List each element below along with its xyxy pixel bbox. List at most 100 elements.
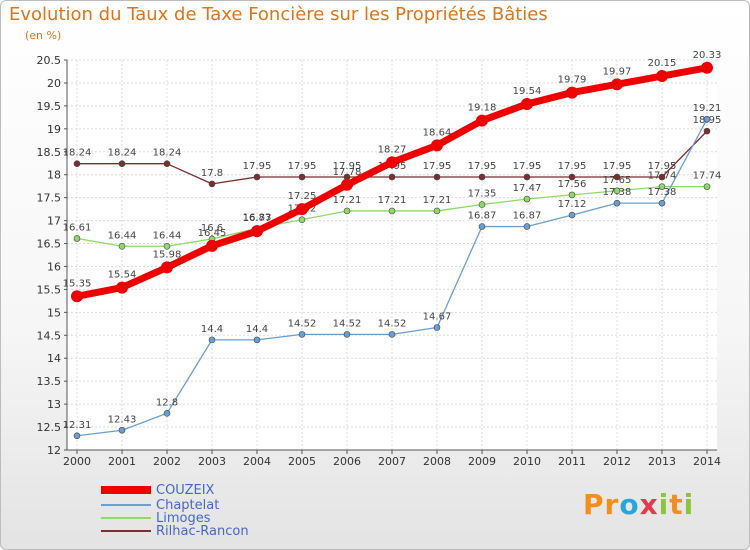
data-point-limoges xyxy=(73,235,81,242)
data-label-chaptelat: 14.4 xyxy=(201,324,223,335)
data-point-chaptelat xyxy=(613,199,621,207)
data-label-rilhac-rancon: 17.95 xyxy=(648,161,677,172)
data-point-couzeix xyxy=(206,239,218,252)
x-tick-label: 2004 xyxy=(243,455,271,468)
data-label-chaptelat: 16.87 xyxy=(513,211,542,222)
data-point-rilhac-rancon xyxy=(73,160,81,167)
data-label-rilhac-rancon: 18.24 xyxy=(153,148,182,159)
y-tick-label: 17.5 xyxy=(37,192,62,205)
x-tick-label: 2010 xyxy=(513,455,541,468)
data-point-couzeix xyxy=(341,178,353,191)
data-point-rilhac-rancon xyxy=(388,173,396,181)
data-label-limoges: 17.74 xyxy=(648,171,677,182)
y-tick-label: 18 xyxy=(47,169,61,182)
data-point-chaptelat xyxy=(118,426,126,434)
data-label-limoges: 17.74 xyxy=(693,171,722,182)
data-point-chaptelat xyxy=(208,336,216,344)
x-tick-label: 2009 xyxy=(468,455,496,468)
legend-label-couzeix: COUZEIX xyxy=(156,483,215,498)
data-label-couzeix: 19.18 xyxy=(468,103,497,114)
data-label-couzeix: 17.78 xyxy=(333,167,362,178)
data-point-couzeix xyxy=(161,261,173,274)
data-point-couzeix xyxy=(431,139,443,152)
data-point-chaptelat xyxy=(568,211,576,219)
x-tick-label: 2001 xyxy=(108,455,136,468)
data-point-chaptelat xyxy=(658,199,666,207)
x-tick-label: 2000 xyxy=(63,455,91,468)
data-point-couzeix xyxy=(476,114,488,127)
data-label-rilhac-rancon: 17.95 xyxy=(333,161,362,172)
data-label-limoges: 16.44 xyxy=(108,230,137,241)
data-label-limoges: 17.65 xyxy=(603,175,632,186)
data-label-limoges: 17.21 xyxy=(333,195,362,206)
data-point-chaptelat xyxy=(298,331,306,338)
data-label-rilhac-rancon: 17.95 xyxy=(603,161,632,172)
y-tick-label: 12 xyxy=(47,444,61,457)
x-tick-label: 2006 xyxy=(333,455,361,468)
data-point-limoges xyxy=(433,207,441,215)
data-label-chaptelat: 14.52 xyxy=(333,318,362,329)
y-axis-unit: (en %) xyxy=(25,29,62,42)
data-point-limoges xyxy=(118,242,126,250)
data-point-limoges xyxy=(298,216,306,223)
data-label-limoges: 17.47 xyxy=(513,183,542,194)
data-label-couzeix: 18.64 xyxy=(423,127,452,138)
data-point-chaptelat xyxy=(73,432,81,440)
data-label-couzeix: 15.35 xyxy=(63,278,92,289)
data-label-couzeix: 16.45 xyxy=(198,228,227,239)
data-point-chaptelat xyxy=(433,324,441,331)
data-label-couzeix: 15.98 xyxy=(153,249,182,260)
y-tick-label: 13 xyxy=(47,398,61,411)
data-point-rilhac-rancon xyxy=(568,173,576,181)
data-point-chaptelat xyxy=(388,331,396,338)
data-label-chaptelat: 14.52 xyxy=(288,318,317,329)
legend-swatch-couzeix xyxy=(101,486,151,494)
data-label-couzeix: 20.33 xyxy=(693,50,722,61)
y-tick-label: 18.5 xyxy=(37,146,62,159)
data-point-limoges xyxy=(523,195,531,203)
legend-label-rilhac-rancon: Rilhac-Rancon xyxy=(156,524,249,539)
data-point-couzeix xyxy=(611,78,623,91)
data-label-couzeix: 19.79 xyxy=(558,75,587,86)
data-point-chaptelat xyxy=(253,336,261,344)
data-point-couzeix xyxy=(71,290,83,303)
data-label-rilhac-rancon: 17.95 xyxy=(288,161,317,172)
data-point-limoges xyxy=(478,201,486,208)
data-point-rilhac-rancon xyxy=(208,180,216,188)
data-point-limoges xyxy=(703,183,711,190)
y-tick-label: 16.5 xyxy=(37,238,62,251)
data-point-limoges xyxy=(568,191,576,199)
data-label-rilhac-rancon: 18.24 xyxy=(108,148,137,159)
data-point-limoges xyxy=(163,242,171,250)
data-label-couzeix: 16.77 xyxy=(243,213,272,224)
x-tick-label: 2011 xyxy=(558,455,586,468)
data-point-couzeix xyxy=(116,281,128,294)
data-label-couzeix: 19.54 xyxy=(513,86,542,97)
legend-swatch-limoges xyxy=(101,517,151,519)
y-tick-label: 19.5 xyxy=(37,100,62,113)
data-label-chaptelat: 19.21 xyxy=(693,103,722,114)
data-point-chaptelat xyxy=(703,115,711,123)
data-point-couzeix xyxy=(656,70,668,83)
y-tick-label: 15.5 xyxy=(37,283,62,296)
x-tick-label: 2007 xyxy=(378,455,406,468)
data-label-limoges: 16.61 xyxy=(63,222,92,233)
data-label-rilhac-rancon: 18.24 xyxy=(63,148,92,159)
data-point-rilhac-rancon xyxy=(478,173,486,181)
data-label-chaptelat: 12.8 xyxy=(156,397,178,408)
y-tick-label: 20.5 xyxy=(37,54,62,67)
data-point-rilhac-rancon xyxy=(613,173,621,181)
data-point-limoges xyxy=(658,183,666,190)
y-tick-label: 16 xyxy=(47,260,61,273)
y-tick-label: 17 xyxy=(47,215,61,228)
x-tick-label: 2014 xyxy=(693,455,721,468)
data-point-couzeix xyxy=(521,98,533,111)
data-label-limoges: 16.83 xyxy=(243,212,272,223)
data-point-chaptelat xyxy=(163,409,171,417)
x-tick-label: 2013 xyxy=(648,455,676,468)
data-point-rilhac-rancon xyxy=(433,173,441,181)
data-label-chaptelat: 17.38 xyxy=(603,187,632,198)
y-tick-label: 19 xyxy=(47,123,61,136)
